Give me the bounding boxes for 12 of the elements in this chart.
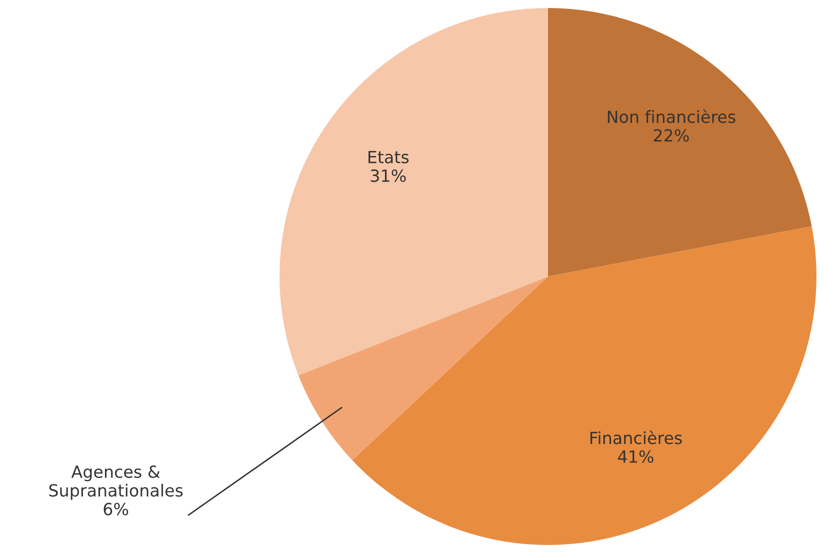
- data-label: 6%: [104, 502, 128, 516]
- slice-label: Non financières: [608, 110, 736, 124]
- pie-slice: [280, 8, 548, 376]
- slice-label: Etats: [368, 150, 409, 164]
- pie-slice: [548, 8, 812, 276]
- data-label: 41%: [618, 450, 654, 463]
- data-label: 22%: [654, 129, 689, 142]
- pie-slice: [352, 226, 816, 545]
- data-label: 31%: [370, 169, 406, 182]
- slice-label: Financières: [590, 430, 682, 444]
- slice-label: Agences & Supranationales: [49, 465, 183, 500]
- pie-slice: [298, 276, 548, 460]
